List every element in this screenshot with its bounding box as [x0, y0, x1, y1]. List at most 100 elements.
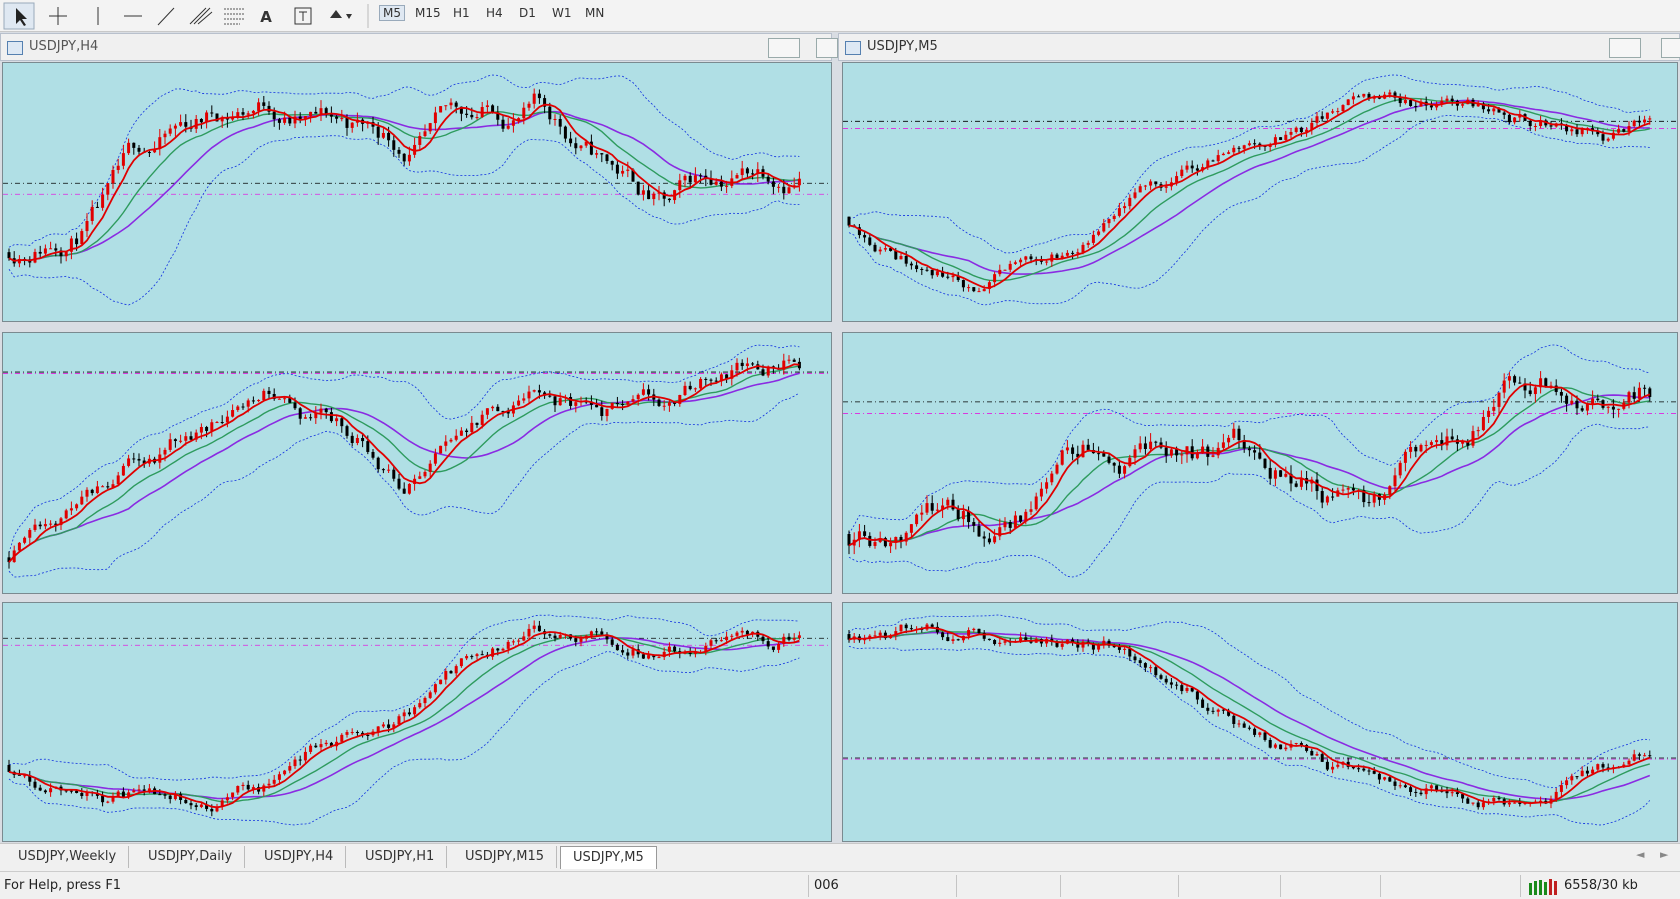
candle-body — [1310, 122, 1314, 130]
candle-body — [894, 250, 898, 260]
candle-body — [340, 418, 344, 427]
candle-body — [329, 412, 333, 422]
candle-body — [470, 422, 474, 433]
candle-body — [998, 269, 1002, 275]
trendline-icon[interactable] — [157, 7, 175, 26]
candle-body — [85, 791, 89, 797]
candle-body — [626, 652, 630, 656]
candle-body — [95, 206, 99, 208]
chart-tab[interactable]: USDJPY,Weekly — [6, 846, 130, 868]
label-icon[interactable] — [294, 7, 312, 25]
candle-body — [444, 671, 448, 680]
candle-body — [1071, 252, 1075, 254]
candle-body — [366, 441, 370, 452]
candle-body — [777, 643, 781, 650]
timeframe-button[interactable]: M15 — [415, 6, 441, 20]
text-tool[interactable]: A — [260, 8, 272, 26]
candle-body — [127, 458, 131, 466]
candle-body — [787, 359, 791, 361]
candle-body — [631, 399, 635, 402]
candle-body — [1284, 747, 1288, 750]
candle-body — [376, 726, 380, 732]
moving-average-slow — [8, 110, 800, 262]
candle-body — [1513, 376, 1517, 383]
candle-body — [1393, 475, 1397, 487]
candle-body — [173, 794, 177, 800]
moving-average-mid — [8, 633, 800, 803]
candle-body — [735, 362, 739, 371]
candle-body — [314, 412, 318, 419]
chart-tab[interactable]: USDJPY,Daily — [136, 846, 246, 868]
chart-tab[interactable]: USDJPY,H1 — [353, 846, 448, 868]
candle-body — [1175, 176, 1179, 183]
candle-body — [1325, 496, 1329, 503]
candle-body — [797, 178, 801, 186]
fibo-icon[interactable] — [224, 8, 244, 25]
candle-body — [1253, 450, 1257, 453]
minimize-button[interactable] — [1609, 38, 1641, 58]
chart-tab[interactable]: USDJPY,H4 — [252, 846, 347, 868]
minimize-button[interactable] — [768, 38, 800, 58]
candle-body — [956, 639, 960, 641]
candle-body — [956, 275, 960, 281]
restore-button[interactable] — [1661, 38, 1680, 58]
candle-body — [1091, 234, 1095, 243]
chart-tab[interactable]: USDJPY,M5 — [560, 846, 657, 869]
candle-body — [184, 799, 188, 804]
moving-average-fast — [848, 626, 1651, 805]
candle-body — [1435, 785, 1439, 791]
candle-body — [909, 263, 913, 266]
candle-body — [1596, 398, 1600, 401]
candle-body — [1045, 639, 1049, 644]
crosshair-icon[interactable] — [49, 7, 67, 25]
timeframe-button[interactable]: H4 — [486, 6, 503, 20]
candle-body — [766, 366, 770, 376]
candle-body — [868, 635, 872, 639]
timeframe-button[interactable]: M5 — [379, 5, 405, 21]
candle-body — [137, 789, 141, 791]
candle-body — [1019, 515, 1023, 522]
tab-scroll-left[interactable]: ◄ — [1636, 848, 1645, 861]
timeframe-button[interactable]: H1 — [453, 6, 470, 20]
candle-body — [1419, 101, 1423, 107]
candle-body — [1414, 105, 1418, 107]
channel-icon[interactable] — [189, 7, 213, 25]
candle-body — [1637, 120, 1641, 123]
candle-body — [626, 401, 630, 405]
candle-body — [1232, 715, 1236, 724]
candle-body — [257, 400, 261, 402]
candle-body — [38, 787, 42, 791]
restore-button[interactable] — [816, 38, 838, 58]
timeframe-button[interactable]: MN — [585, 6, 605, 20]
candle-body — [376, 457, 380, 470]
candle-body — [1367, 93, 1371, 99]
candle-body — [631, 649, 635, 656]
timeframe-button[interactable]: W1 — [552, 6, 572, 20]
candle-body — [90, 206, 94, 222]
candle-body — [293, 402, 297, 409]
candle-body — [1003, 522, 1007, 528]
candle-body — [595, 153, 599, 155]
candle-body — [1445, 791, 1449, 794]
chart-tab[interactable]: USDJPY,M15 — [453, 846, 557, 868]
candle-body — [1143, 663, 1147, 668]
candle-body — [220, 800, 224, 807]
candle-body — [246, 400, 250, 407]
candle-body — [1216, 447, 1220, 456]
candle-body — [470, 656, 474, 658]
candle-body — [121, 791, 125, 798]
candle-body — [470, 114, 474, 118]
tab-scroll-right[interactable]: ► — [1660, 848, 1669, 861]
candle-body — [1357, 768, 1361, 770]
candle-body — [1206, 160, 1210, 168]
candle-body — [335, 116, 339, 119]
candle-body — [920, 268, 924, 270]
candle-body — [101, 795, 105, 803]
candle-body — [262, 390, 266, 401]
candle-body — [1180, 169, 1184, 177]
arrows-icon[interactable] — [330, 10, 352, 19]
candle-body — [532, 390, 536, 392]
tool-icons: A — [3, 2, 369, 30]
timeframe-button[interactable]: D1 — [519, 6, 536, 20]
candle-body — [993, 536, 997, 543]
